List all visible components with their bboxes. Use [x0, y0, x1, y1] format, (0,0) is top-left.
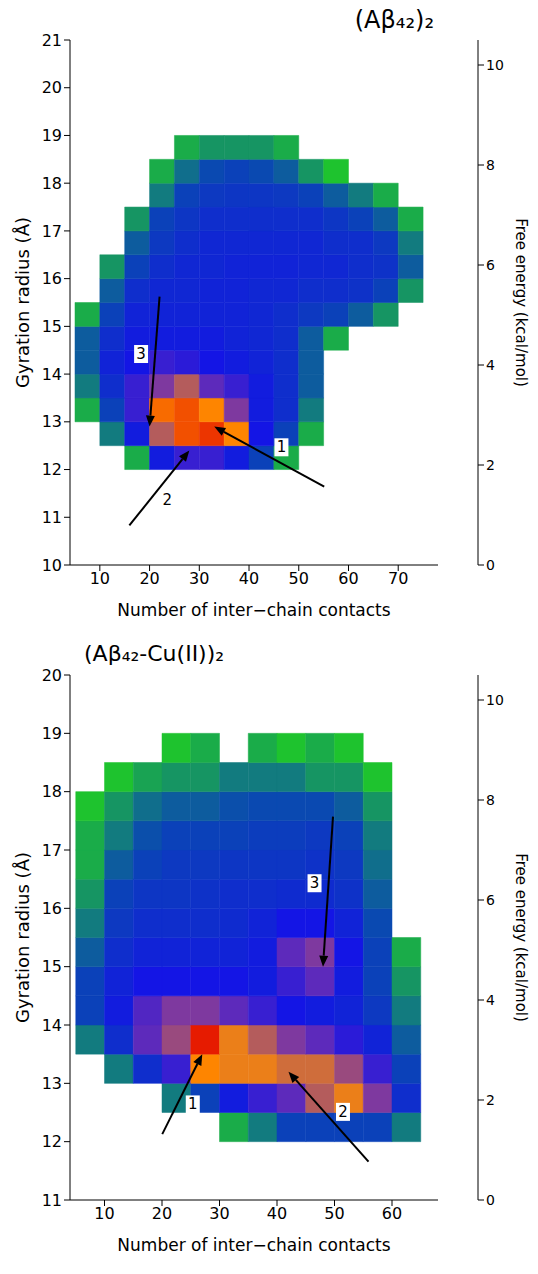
svg-text:11: 11: [42, 508, 62, 527]
svg-text:Gyration radius (Å): Gyration radius (Å): [12, 852, 33, 1023]
svg-text:15: 15: [42, 957, 62, 976]
svg-text:Number of inter−chain contacts: Number of inter−chain contacts: [117, 1235, 390, 1255]
svg-text:15: 15: [42, 317, 62, 336]
svg-text:8: 8: [486, 157, 495, 173]
svg-text:40: 40: [267, 1204, 287, 1223]
svg-text:3: 3: [310, 874, 320, 892]
svg-text:11: 11: [42, 1191, 62, 1210]
svg-text:12: 12: [42, 1132, 62, 1151]
svg-text:10: 10: [42, 556, 62, 575]
svg-text:4: 4: [486, 357, 495, 373]
svg-text:2: 2: [486, 457, 495, 473]
svg-text:20: 20: [139, 569, 159, 588]
svg-text:1: 1: [188, 1095, 198, 1113]
svg-text:20: 20: [42, 78, 62, 97]
svg-text:8: 8: [486, 792, 495, 808]
svg-text:10: 10: [90, 569, 110, 588]
html-text:(Aβ₄₂-Cu(II))₂: (Aβ₄₂-Cu(II))₂: [84, 641, 225, 666]
svg-text:2: 2: [338, 1103, 348, 1121]
svg-text:13: 13: [42, 1074, 62, 1093]
svg-text:12: 12: [42, 460, 62, 479]
svg-text:6: 6: [486, 892, 495, 908]
svg-text:50: 50: [289, 569, 309, 588]
svg-text:19: 19: [42, 724, 62, 743]
svg-text:60: 60: [382, 1204, 402, 1223]
svg-text:Gyration radius (Å): Gyration radius (Å): [12, 217, 33, 388]
svg-text:6: 6: [486, 257, 495, 273]
svg-text:30: 30: [189, 569, 209, 588]
svg-text:17: 17: [42, 841, 62, 860]
svg-text:13: 13: [42, 412, 62, 431]
svg-text:60: 60: [338, 569, 358, 588]
svg-text:Number of inter−chain contacts: Number of inter−chain contacts: [117, 600, 390, 620]
svg-text:18: 18: [42, 174, 62, 193]
svg-text:2: 2: [163, 491, 173, 509]
svg-text:3: 3: [136, 345, 146, 363]
svg-text:20: 20: [42, 666, 62, 685]
svg-text:70: 70: [388, 569, 408, 588]
svg-text:50: 50: [324, 1204, 344, 1223]
svg-text:10: 10: [486, 692, 504, 708]
svg-text:17: 17: [42, 222, 62, 241]
svg-text:16: 16: [42, 269, 62, 288]
svg-text:14: 14: [42, 1016, 62, 1035]
svg-text:10: 10: [94, 1204, 114, 1223]
svg-text:19: 19: [42, 126, 62, 145]
svg-text:18: 18: [42, 782, 62, 801]
html-text:(Aβ₄₂)₂: (Aβ₄₂)₂: [354, 6, 434, 34]
svg-text:0: 0: [486, 1192, 495, 1208]
svg-text:30: 30: [209, 1204, 229, 1223]
svg-text:2: 2: [486, 1092, 495, 1108]
svg-text:Free energy (kcal/mol): Free energy (kcal/mol): [512, 853, 530, 1022]
svg-text:0: 0: [486, 557, 495, 573]
svg-text:21: 21: [42, 31, 62, 50]
svg-text:10: 10: [486, 57, 504, 73]
svg-text:Free energy (kcal/mol): Free energy (kcal/mol): [512, 218, 530, 387]
svg-text:1: 1: [277, 438, 287, 456]
svg-text:40: 40: [239, 569, 259, 588]
svg-text:20: 20: [152, 1204, 172, 1223]
svg-text:16: 16: [42, 899, 62, 918]
svg-text:4: 4: [486, 992, 495, 1008]
svg-text:14: 14: [42, 365, 62, 384]
